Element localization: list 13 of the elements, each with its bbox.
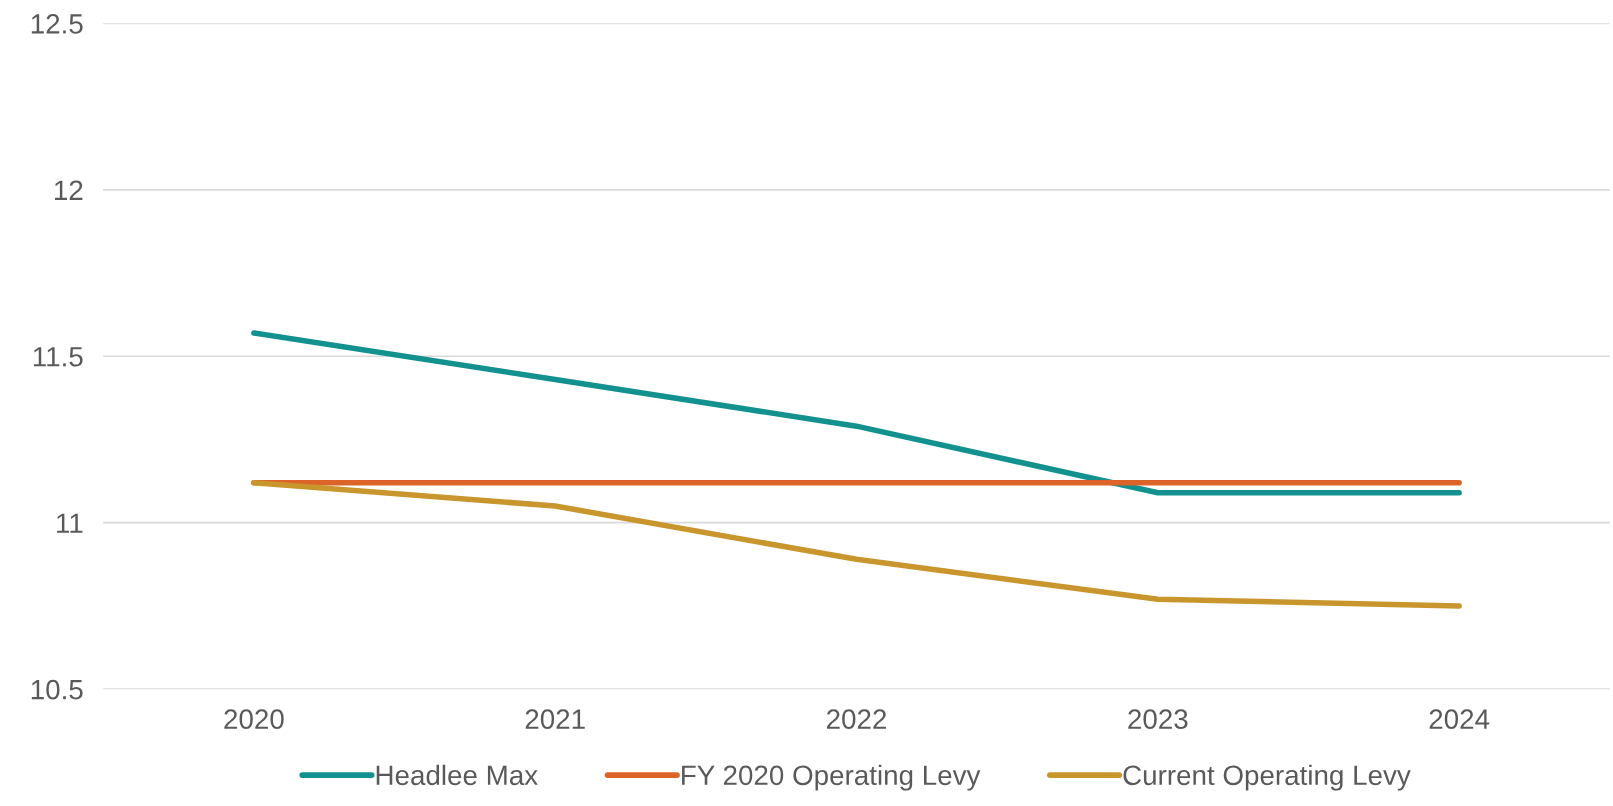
- legend-label: Headlee Max: [376, 764, 538, 786]
- legend-label: Current Operating Levy: [1123, 764, 1411, 791]
- x-tick-label: 2023: [1128, 709, 1188, 729]
- x-tick-label: 2021: [525, 709, 585, 729]
- y-tick-label: 12: [55, 180, 83, 200]
- y-tick-label: 11.5: [33, 347, 83, 367]
- y-tick-label: 11: [57, 513, 83, 533]
- y-tick-label: 12.5: [31, 14, 83, 34]
- x-tick-label: 2024: [1429, 709, 1490, 729]
- x-tick-label: 2020: [224, 709, 284, 729]
- y-tick-label: 10.5: [31, 679, 83, 700]
- legend-label: FY 2020 Operating Levy: [682, 764, 981, 791]
- x-tick-label: 2022: [827, 709, 887, 729]
